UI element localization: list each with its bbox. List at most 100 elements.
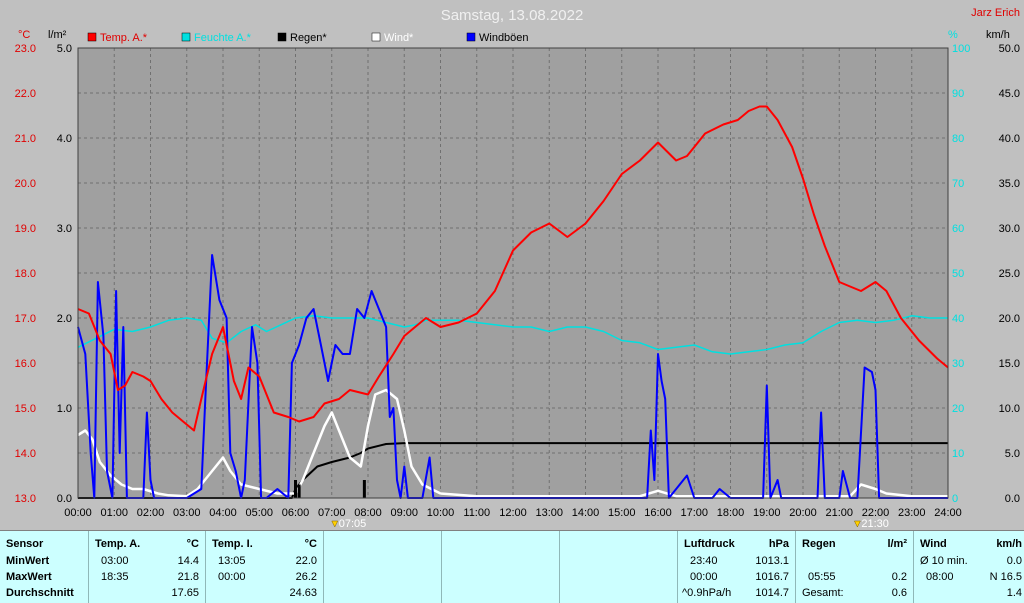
temp-a-min-value: 14.4 — [177, 555, 199, 567]
x-axis-tick-label: 04:00 — [209, 507, 237, 519]
wind-min-value: 0.0 — [1006, 555, 1022, 567]
sun-icon — [331, 520, 339, 528]
humidity-axis-tick-label: 40 — [952, 313, 964, 325]
humidity-axis-tick-label: 90 — [952, 88, 964, 100]
x-axis-tick-label: 18:00 — [717, 507, 745, 519]
wind-max-value: N 16.5 — [989, 571, 1022, 583]
x-axis-tick-label: 21:00 — [825, 507, 853, 519]
legend-swatch — [371, 32, 381, 42]
legend-label: Windböen — [479, 32, 529, 44]
humidity-axis-tick-label: 70 — [952, 178, 964, 190]
pressure-unit: hPa — [768, 538, 789, 550]
temp-axis-tick-label: 18.0 — [15, 268, 36, 280]
pressure-header: Luftdruck — [684, 538, 735, 550]
statistics-table: Sensor MinWert MaxWert Durchschnitt Temp… — [0, 530, 1024, 603]
x-axis-tick-label: 14:00 — [572, 507, 600, 519]
x-axis-tick-label: 07:00 — [318, 507, 346, 519]
pressure-min-value: 1013.1 — [755, 555, 789, 567]
wind-max-time: 08:00 — [926, 571, 954, 583]
stats-temp-i-column: Temp. I. °C 13:05 22.0 00:00 26.2 24.63 — [206, 531, 324, 603]
temp-a-max-value: 21.8 — [177, 571, 199, 583]
pressure-average: 1014.7 — [755, 587, 789, 599]
rain-total-label: Gesamt: — [802, 587, 844, 599]
chart-title: Samstag, 13.08.2022 — [441, 7, 584, 24]
wind-axis-tick-label: 10.0 — [999, 403, 1020, 415]
series-line-temp-a — [77, 105, 949, 432]
x-axis-tick-label: 05:00 — [245, 507, 273, 519]
sun-icon — [853, 520, 861, 528]
temp-axis-tick-label: 16.0 — [15, 358, 36, 370]
legend-swatch — [466, 32, 476, 42]
temp-i-unit: °C — [304, 538, 317, 550]
temp-i-average: 24.63 — [289, 587, 317, 599]
rain-axis-tick-label: 3.0 — [57, 223, 72, 235]
temp-axis-tick-label: 19.0 — [15, 223, 36, 235]
temp-i-max-time: 00:00 — [218, 571, 246, 583]
temp-a-unit: °C — [186, 538, 199, 550]
temp-axis-tick-label: 15.0 — [15, 403, 36, 415]
pressure-min-time: 23:40 — [690, 555, 718, 567]
humidity-axis-tick-label: 10 — [952, 448, 964, 460]
legend: Temp. A.* Feuchte A.* Regen* Wind* Windböen — [87, 32, 529, 44]
wind-axis-unit: km/h — [986, 29, 1010, 41]
rain-max-time: 05:55 — [808, 571, 836, 583]
wind-axis-tick-label: 50.0 — [999, 43, 1020, 55]
series-line-wind — [77, 388, 948, 498]
wind-axis-tick-label: 15.0 — [999, 358, 1020, 370]
wind-unit: km/h — [996, 538, 1022, 550]
rain-axis-unit: l/m² — [48, 29, 67, 41]
x-axis-tick-label: 12:00 — [499, 507, 527, 519]
x-axis-tick-label: 09:00 — [390, 507, 418, 519]
x-axis-tick-label: 00:00 — [64, 507, 92, 519]
x-axis-tick-label: 15:00 — [608, 507, 636, 519]
rain-header: Regen — [802, 538, 836, 550]
x-axis-tick-label: 11:00 — [463, 507, 490, 519]
legend-label: Temp. A.* — [100, 32, 148, 44]
x-axis-tick-label: 02:00 — [137, 507, 165, 519]
wind-axis-tick-label: 20.0 — [999, 313, 1020, 325]
temp-axis-tick-label: 20.0 — [15, 178, 36, 190]
wind-axis-tick-label: 40.0 — [999, 133, 1020, 145]
temp-axis-tick-label: 23.0 — [15, 43, 36, 55]
rain-unit: l/m² — [887, 538, 907, 550]
x-axis-tick-label: 03:00 — [173, 507, 201, 519]
legend-swatch — [87, 32, 97, 42]
sensor-row-avg: Durchschnitt — [6, 587, 74, 599]
sensor-row-max: MaxWert — [6, 571, 52, 583]
legend-label: Regen* — [290, 32, 327, 44]
wind-axis-tick-label: 45.0 — [999, 88, 1020, 100]
sun-marker-label: 07:05 — [339, 518, 367, 530]
weather-chart: Samstag, 13.08.2022 Jarz Erich °C l/m² %… — [14, 7, 1020, 530]
pressure-max-value: 1016.7 — [755, 571, 789, 583]
rain-axis-tick-label: 5.0 — [57, 43, 72, 55]
wind-header: Wind — [920, 538, 947, 550]
x-axis-tick-label: 01:00 — [100, 507, 128, 519]
sensor-header: Sensor — [6, 538, 44, 550]
stats-empty-column-3 — [560, 531, 678, 603]
x-axis-tick-label: 19:00 — [753, 507, 781, 519]
x-axis-tick-label: 16:00 — [644, 507, 672, 519]
rain-total-value: 0.6 — [891, 587, 907, 599]
x-axis-tick-label: 22:00 — [862, 507, 890, 519]
x-axis-tick-label: 17:00 — [680, 507, 708, 519]
x-axis-tick-label: 08:00 — [354, 507, 382, 519]
temp-i-min-time: 13:05 — [218, 555, 246, 567]
x-axis-tick-label: 06:00 — [282, 507, 310, 519]
humidity-axis-tick-label: 30 — [952, 358, 964, 370]
wind-axis-tick-label: 25.0 — [999, 268, 1020, 280]
x-axis-tick-label: 10:00 — [427, 507, 455, 519]
temp-i-max-value: 26.2 — [295, 571, 317, 583]
temp-axis-tick-label: 17.0 — [15, 313, 36, 325]
legend-swatch — [277, 32, 287, 42]
legend-swatch — [181, 32, 191, 42]
stats-wind-column: Wind km/h Ø 10 min. 0.0 08:00 N 16.5 1.4 — [914, 531, 1024, 603]
stats-rain-column: Regen l/m² 05:55 0.2 Gesamt: 0.6 — [796, 531, 914, 603]
x-axis-tick-label: 24:00 — [934, 507, 962, 519]
rain-max-value: 0.2 — [891, 571, 907, 583]
x-axis-tick-label: 13:00 — [535, 507, 563, 519]
wind-axis-tick-label: 30.0 — [999, 223, 1020, 235]
temp-axis-tick-label: 22.0 — [15, 88, 36, 100]
wind-axis-tick-label: 0.0 — [1005, 493, 1020, 505]
temp-axis-tick-label: 13.0 — [15, 493, 36, 505]
rain-axis-tick-label: 2.0 — [57, 313, 72, 325]
